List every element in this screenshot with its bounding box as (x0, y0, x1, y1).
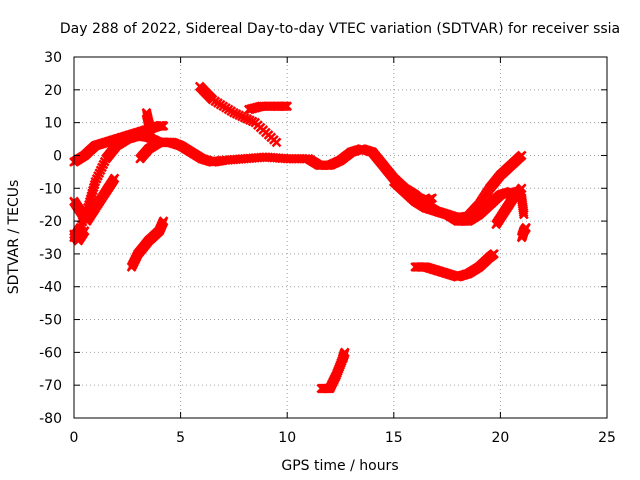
plot-frame (73, 56, 608, 419)
y-tick-label: -50 (39, 313, 62, 329)
series-arc-6 (141, 107, 156, 135)
y-tick-label: -30 (39, 247, 62, 263)
series-arc-7 (126, 216, 169, 272)
data-point (518, 209, 529, 220)
x-tick-label: 5 (176, 430, 185, 446)
y-tick-label: 20 (44, 83, 62, 99)
y-tick-label: -40 (39, 280, 62, 296)
data-point (518, 207, 529, 218)
data-layer (69, 81, 531, 394)
x-tick-label: 15 (385, 430, 403, 446)
y-tick-label: -10 (39, 181, 62, 197)
data-point (79, 226, 90, 236)
y-tick-label: -80 (39, 411, 62, 427)
data-point (427, 193, 438, 204)
x-tick-label: 0 (70, 430, 79, 446)
y-tick-label: -70 (39, 378, 62, 394)
series-arc-13 (491, 183, 527, 230)
series-arc-5 (135, 137, 186, 164)
series-arc-14 (516, 222, 531, 243)
data-point (145, 124, 156, 135)
y-tick-label: 30 (44, 50, 62, 66)
series-arc-9 (243, 101, 293, 115)
y-tick-label: -60 (39, 345, 62, 361)
y-tick-label: 10 (44, 116, 62, 132)
series-arc-3 (69, 173, 120, 226)
x-tick-label: 10 (278, 430, 296, 446)
data-point (175, 140, 186, 151)
tick-layer: 0 5 10 15 20 25 -80 -70 -60 -50 -40 -30 -20 -10 0 10 20 3… (39, 50, 616, 446)
y-tick-label: 0 (53, 148, 62, 164)
data-point (521, 222, 531, 233)
data-point (516, 183, 527, 194)
series-arc-10 (316, 347, 350, 394)
series-arc-11 (410, 249, 499, 282)
data-point (282, 101, 293, 112)
x-axis-label: GPS time / hours (281, 458, 398, 474)
data-point (158, 121, 169, 131)
data-point (516, 150, 527, 161)
y-axis-label: SDTVAR / TECUs (6, 180, 22, 295)
series-arc-8 (194, 81, 282, 148)
x-tick-label: 20 (491, 430, 509, 446)
series-arc-15 (414, 193, 438, 207)
data-point (109, 173, 120, 184)
x-tick-label: 25 (598, 430, 616, 446)
data-point (158, 216, 169, 226)
data-point (489, 249, 499, 259)
y-tick-label: -20 (39, 214, 62, 230)
data-point (271, 137, 282, 148)
chart-title: Day 288 of 2022, Sidereal Day-to-day VTE… (60, 21, 620, 37)
data-point (339, 347, 350, 358)
